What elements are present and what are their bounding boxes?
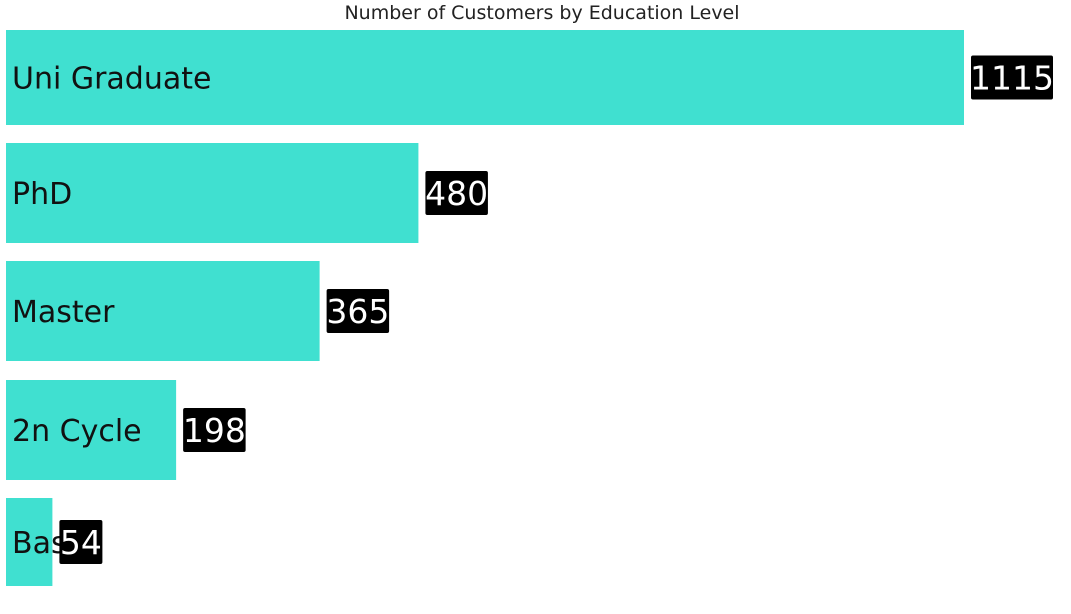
bar[interactable] bbox=[6, 143, 419, 243]
value-label-box bbox=[425, 171, 488, 215]
value-label-box bbox=[183, 408, 246, 452]
category-label: Uni Graduate bbox=[12, 62, 211, 97]
bar[interactable] bbox=[6, 30, 964, 125]
value-label: 54 bbox=[60, 523, 102, 562]
bar-group: PhD 480 bbox=[6, 143, 488, 243]
bar-group: 2n Cycle 198 bbox=[6, 380, 246, 480]
value-label: 1115 bbox=[970, 59, 1054, 98]
value-label-box bbox=[971, 55, 1053, 100]
category-label: 2n Cycle bbox=[12, 414, 142, 449]
bar[interactable] bbox=[6, 498, 53, 586]
category-label: Bas bbox=[12, 526, 67, 561]
value-label: 198 bbox=[183, 411, 246, 450]
bar[interactable] bbox=[6, 261, 320, 361]
value-label: 480 bbox=[425, 174, 488, 213]
bar[interactable] bbox=[6, 380, 177, 480]
chart-title: Number of Customers by Education Level bbox=[344, 2, 740, 24]
value-label-box bbox=[59, 520, 103, 564]
bar-group: Uni Graduate 1115 bbox=[6, 30, 1054, 125]
value-label: 365 bbox=[326, 292, 389, 331]
bar-group: Master 365 bbox=[6, 261, 389, 361]
value-label-box bbox=[326, 289, 390, 333]
category-label: Master bbox=[12, 295, 115, 330]
category-label: PhD bbox=[12, 177, 72, 212]
